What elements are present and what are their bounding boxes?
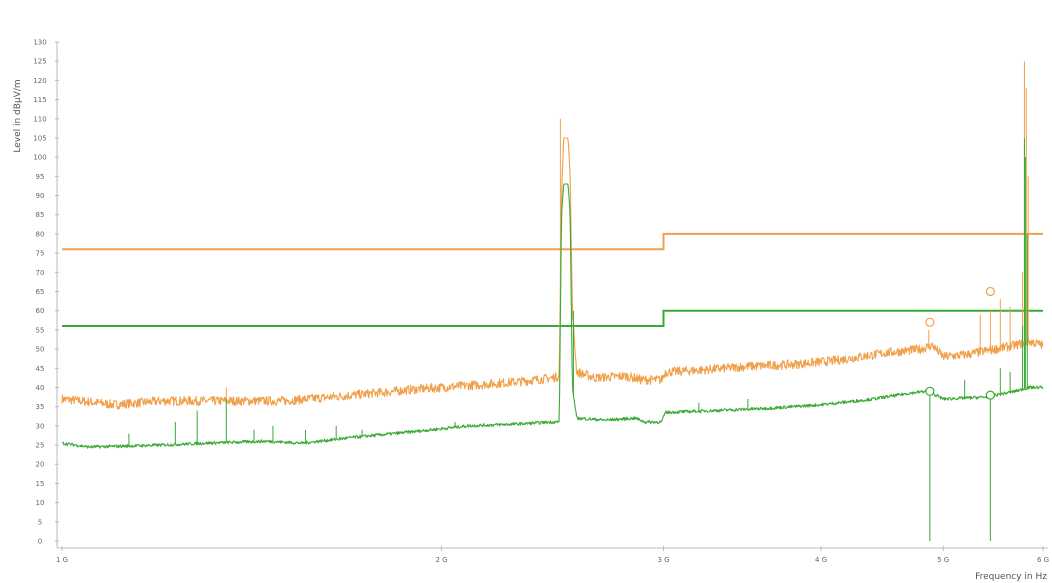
x-tick-label: 6 G bbox=[1037, 556, 1049, 564]
x-tick-label: 1 G bbox=[56, 556, 68, 564]
limit-line-peak bbox=[62, 232, 1043, 251]
limit-lines-layer bbox=[62, 232, 1043, 327]
y-tick-label: 15 bbox=[36, 480, 45, 488]
x-tick-label: 3 G bbox=[657, 556, 669, 564]
y-tick-label: 95 bbox=[36, 173, 45, 181]
x-tick-label: 2 G bbox=[435, 556, 447, 564]
axes-layer bbox=[56, 42, 1048, 549]
limit-line-average bbox=[62, 309, 1043, 327]
y-tick-label: 5 bbox=[38, 518, 42, 526]
series-trace-peak bbox=[61, 137, 1044, 410]
y-tick-label: 105 bbox=[33, 134, 46, 142]
y-tick-label: 25 bbox=[36, 442, 45, 450]
y-tick-label: 0 bbox=[38, 538, 42, 546]
y-tick-label: 40 bbox=[36, 384, 45, 392]
y-tick-label: 100 bbox=[33, 154, 46, 162]
y-tick-label: 55 bbox=[36, 326, 45, 334]
y-tick-label: 30 bbox=[36, 422, 45, 430]
x-tick-label: 4 G bbox=[815, 556, 827, 564]
y-axis-title: Level in dBµV/m bbox=[13, 79, 23, 152]
tick-layer: 0 5 10 15 20 25 30 35 40 45 50 55 60 65 70 75 80 85 90 95 10… bbox=[33, 39, 1049, 565]
y-tick-label: 50 bbox=[36, 346, 45, 354]
y-tick-label: 120 bbox=[33, 77, 46, 85]
y-tick-label: 20 bbox=[36, 461, 45, 469]
y-tick-label: 125 bbox=[33, 58, 46, 66]
x-axis-title: Frequency in Hz bbox=[975, 572, 1047, 582]
y-tick-label: 130 bbox=[33, 39, 46, 47]
marker-peak bbox=[925, 317, 935, 327]
series-layer bbox=[61, 61, 1044, 541]
y-tick-label: 115 bbox=[33, 96, 46, 104]
marker-peak bbox=[985, 286, 995, 297]
y-tick-label: 35 bbox=[36, 403, 45, 411]
y-tick-label: 90 bbox=[36, 192, 45, 200]
series-trace-average bbox=[61, 183, 1044, 449]
y-tick-label: 70 bbox=[36, 269, 45, 277]
y-tick-label: 75 bbox=[36, 250, 45, 258]
y-tick-label: 80 bbox=[36, 230, 45, 238]
y-tick-label: 60 bbox=[36, 307, 45, 315]
marker-average bbox=[925, 386, 935, 396]
markers-layer bbox=[925, 286, 995, 400]
y-tick-label: 10 bbox=[36, 499, 45, 507]
x-tick-label: 5 G bbox=[937, 556, 949, 564]
y-tick-label: 65 bbox=[36, 288, 45, 296]
y-tick-label: 85 bbox=[36, 211, 45, 219]
marker-average bbox=[985, 390, 995, 400]
y-tick-label: 110 bbox=[33, 115, 46, 123]
y-tick-label: 45 bbox=[36, 365, 45, 373]
